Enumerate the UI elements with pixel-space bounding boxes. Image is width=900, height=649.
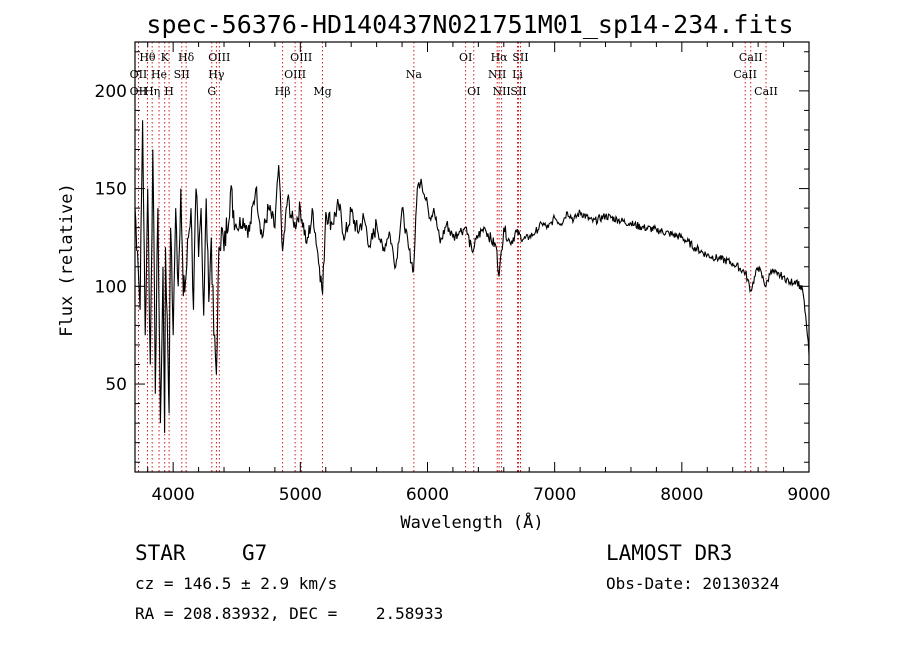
observation-date: Obs-Date: 20130324	[606, 574, 779, 593]
line-marker-label: Hγ	[208, 68, 225, 81]
line-marker-label: Hδ	[178, 51, 195, 64]
line-marker-label: Hη	[144, 85, 160, 98]
x-tick-label: 7000	[533, 485, 576, 505]
y-axis-label: Flux (relative)	[57, 183, 77, 337]
survey-name: LAMOST DR3	[606, 541, 732, 565]
line-marker-label: He	[151, 68, 167, 81]
y-axis-ticks: 50 100 150 200	[95, 51, 809, 463]
x-tick-label: 9000	[787, 485, 830, 505]
line-marker-label: H	[164, 85, 174, 98]
y-tick-label: 100	[95, 277, 127, 297]
y-tick-label: 50	[105, 375, 127, 395]
y-tick-label: 200	[95, 82, 127, 102]
line-marker-label: OIII	[290, 51, 312, 64]
line-marker-label: K	[161, 51, 170, 64]
line-marker-label: OIII	[284, 68, 306, 81]
line-marker-label: OII	[130, 68, 148, 81]
line-marker-label: OI	[467, 85, 480, 98]
line-marker-label: SII	[174, 68, 190, 81]
spectrum-series-line	[134, 120, 810, 433]
line-marker-label: Hβ	[275, 85, 291, 98]
redshift-cz: cz = 146.5 ± 2.9 km/s	[135, 574, 337, 593]
chart-title: spec-56376-HD140437N021751M01_sp14-234.f…	[146, 10, 793, 39]
plot-frame	[134, 41, 810, 473]
line-marker-label: CaII	[754, 85, 778, 98]
x-tick-label: 8000	[660, 485, 703, 505]
ra-dec: RA = 208.83932, DEC = 2.58933	[135, 604, 443, 623]
object-subclass: G7	[242, 541, 267, 565]
object-class: STAR	[135, 541, 186, 565]
x-axis-label: Wavelength (Å)	[400, 511, 543, 533]
line-marker-label: OIII	[208, 51, 230, 64]
line-marker-label: SII	[510, 85, 526, 98]
x-axis-ticks: 4000 5000 6000 7000 8000 9000	[147, 42, 831, 505]
line-marker-label: Mg	[313, 85, 331, 98]
line-marker-label: SII	[512, 51, 528, 64]
line-marker-label: NII	[488, 68, 506, 81]
line-marker-label: OI	[459, 51, 472, 64]
line-marker-label: CaII	[739, 51, 763, 64]
line-marker-label: Na	[406, 68, 423, 81]
line-marker-label: NII	[492, 85, 510, 98]
line-marker-label: Hθ	[139, 51, 156, 64]
x-tick-label: 5000	[279, 485, 322, 505]
line-marker-label: Li	[512, 68, 523, 81]
line-marker-label: OII	[130, 85, 148, 98]
line-marker-label: G	[207, 85, 216, 98]
y-tick-label: 150	[95, 180, 127, 200]
x-tick-label: 6000	[406, 485, 449, 505]
x-tick-label: 4000	[152, 485, 195, 505]
line-marker-label: Hα	[491, 51, 509, 64]
line-marker-label: CaII	[733, 68, 757, 81]
